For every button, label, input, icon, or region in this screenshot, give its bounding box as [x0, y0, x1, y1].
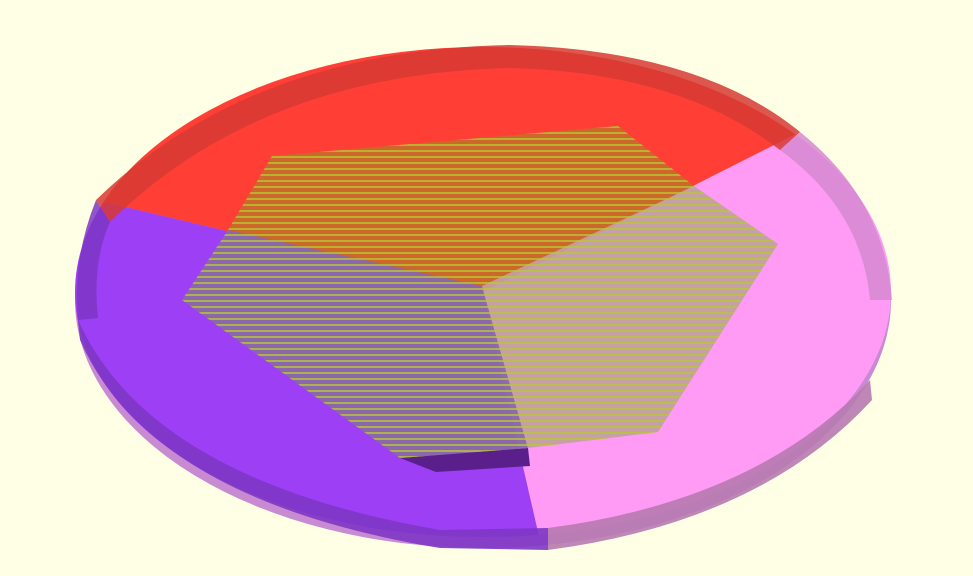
center-polygon: [182, 126, 778, 458]
rim-bands: [76, 45, 892, 550]
polygon-shadow: [400, 448, 530, 472]
polygon-hatching: [182, 126, 778, 458]
